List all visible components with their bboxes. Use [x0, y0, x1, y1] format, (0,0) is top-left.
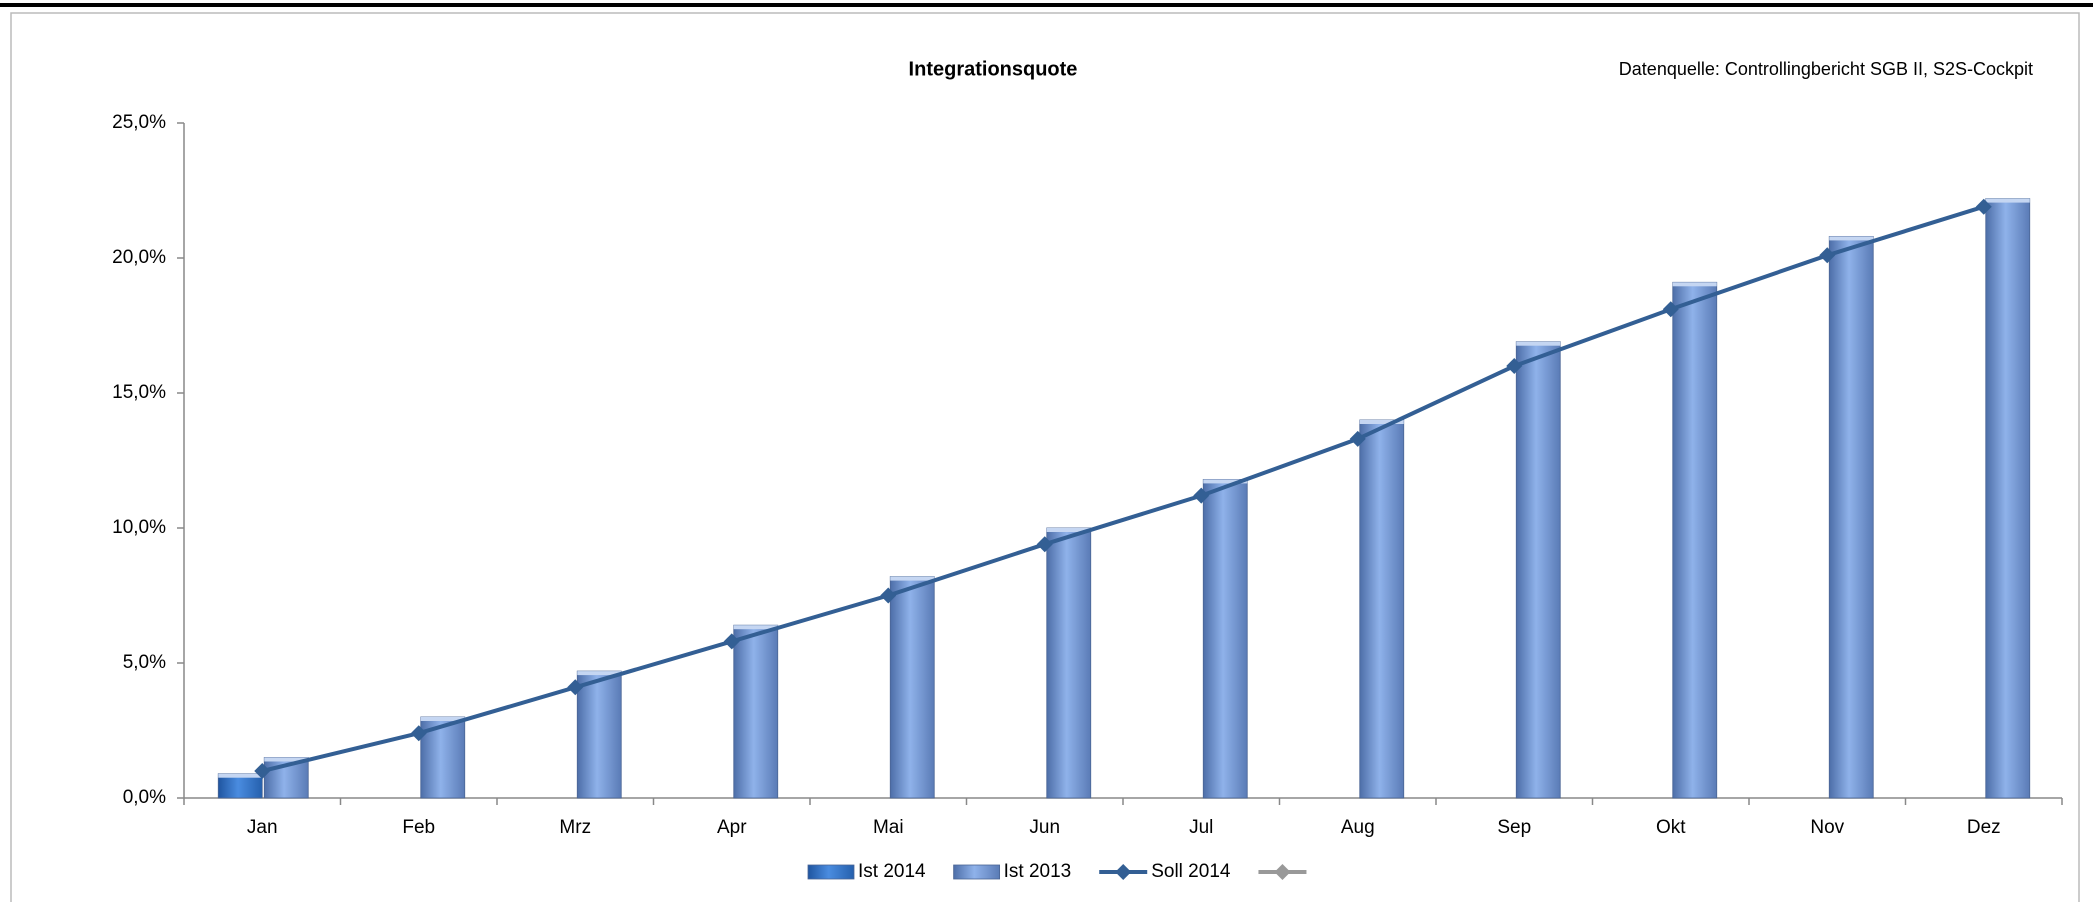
bar [217, 773, 263, 799]
bar-top [1829, 236, 1874, 241]
bar [1046, 527, 1092, 799]
marker [880, 587, 897, 604]
data-source: Datenquelle: Controllingbericht SGB II, … [1619, 59, 2033, 79]
bar-top [218, 773, 263, 778]
y-tick-label: 5,0% [123, 652, 166, 673]
marker [1662, 301, 1679, 318]
marker [1349, 430, 1366, 447]
bar-top [1985, 198, 2030, 203]
legend-marker [1115, 864, 1132, 880]
marker [1975, 198, 1992, 215]
bar-top [733, 625, 778, 630]
legend-label: Soll 2014 [1151, 861, 1231, 882]
bar-top [1203, 479, 1248, 484]
marker [254, 763, 271, 779]
x-tick-label: Aug [1341, 817, 1375, 838]
marker [1193, 487, 1210, 504]
marker [1036, 536, 1053, 553]
x-tick-label: Sep [1497, 817, 1531, 838]
marker [567, 679, 584, 696]
y-tick-label: 10,0% [112, 517, 166, 538]
x-tick-label: Jan [247, 817, 278, 838]
x-tick-label: Okt [1656, 817, 1686, 838]
bar [1515, 341, 1561, 799]
bar [1359, 419, 1405, 799]
marker [1819, 247, 1836, 264]
bar-top [1672, 282, 1717, 287]
bar [576, 670, 622, 799]
line [261, 204, 1985, 773]
legend-marker [1274, 864, 1291, 880]
chart-title: Integrationsquote [909, 58, 1078, 80]
x-tick-label: Nov [1810, 817, 1844, 838]
bar [1672, 281, 1718, 799]
legend-label: Ist 2014 [858, 861, 926, 882]
x-tick-label: Jul [1189, 817, 1213, 838]
y-tick-label: 15,0% [112, 382, 166, 403]
bar-top [1046, 528, 1091, 532]
legend-swatch [807, 864, 855, 880]
x-tick-label: Dez [1967, 817, 2001, 838]
y-tick-label: 20,0% [112, 247, 166, 268]
y-tick-label: 0,0% [123, 787, 166, 808]
x-tick-label: Mrz [559, 817, 591, 838]
x-tick-label: Feb [402, 817, 435, 838]
marker [1506, 358, 1523, 374]
bar-top [890, 576, 935, 581]
legend-swatch [953, 864, 1001, 880]
x-tick-label: Apr [717, 817, 747, 838]
bar-top [1516, 341, 1561, 346]
bar-top [577, 671, 622, 676]
marker [723, 633, 740, 650]
bar [1985, 198, 2031, 799]
bar-top [1359, 420, 1404, 424]
marker [410, 725, 427, 742]
x-tick-label: Mai [873, 817, 904, 838]
bar-top [420, 717, 465, 721]
bar [889, 576, 935, 799]
chart-frame [10, 12, 2080, 902]
bar [1828, 235, 1874, 799]
bar [1202, 478, 1248, 799]
bar-top [264, 757, 309, 762]
x-tick-label: Jun [1029, 817, 1060, 838]
bar [733, 624, 779, 799]
legend-label: Ist 2013 [1004, 861, 1072, 882]
y-tick-label: 25,0% [112, 112, 166, 133]
